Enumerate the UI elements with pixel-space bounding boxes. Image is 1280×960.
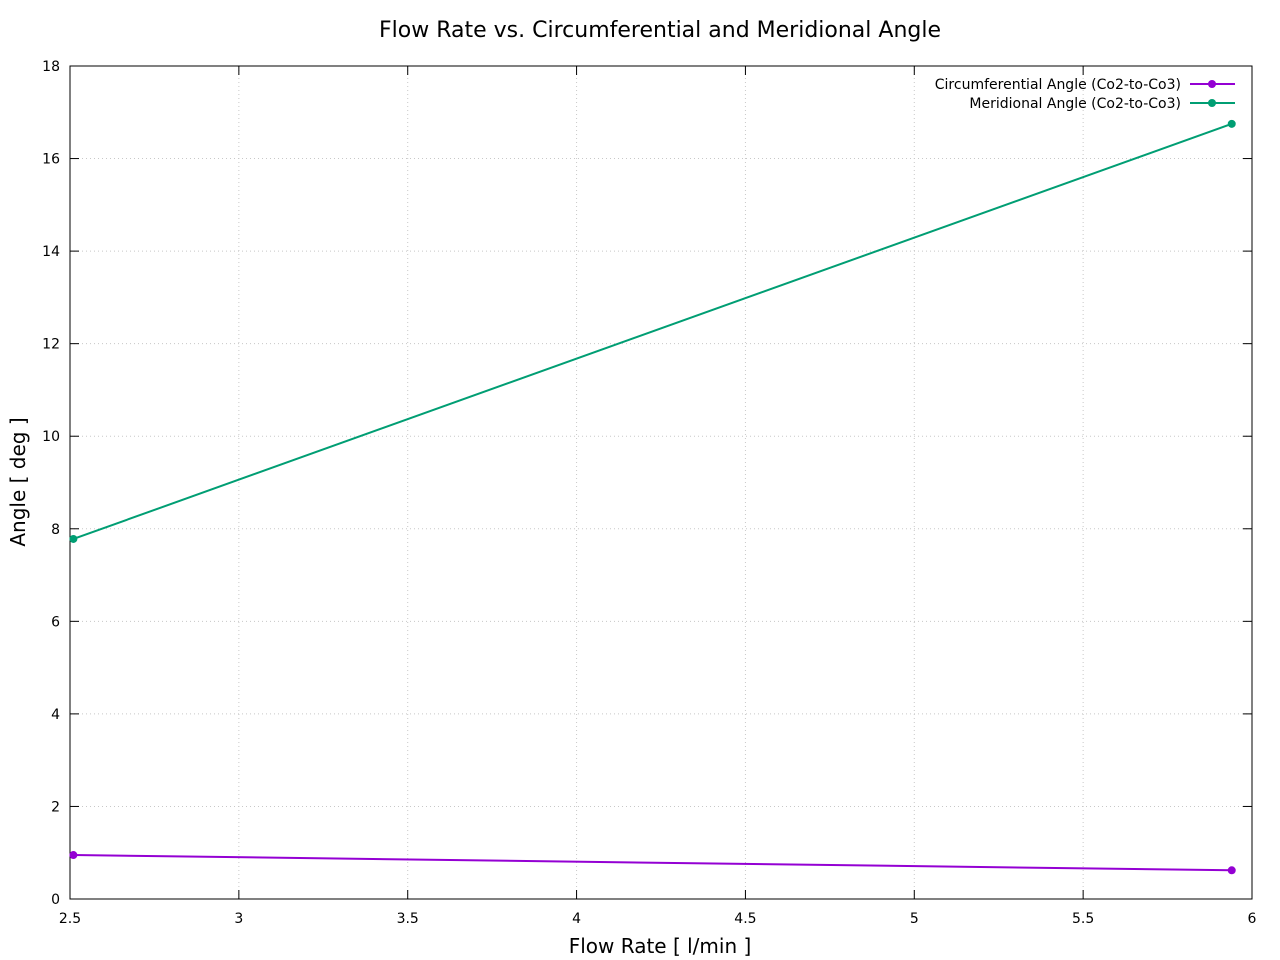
y-tick-label: 8 — [51, 522, 60, 538]
series-2-point — [69, 534, 78, 543]
x-tick-labels: 2.5 3 3.5 4 4.5 5 5.5 6 — [59, 911, 1257, 927]
series-2-point — [1227, 119, 1236, 128]
ticks — [69, 65, 1253, 900]
y-tick-label: 12 — [42, 337, 60, 353]
grid — [70, 66, 1252, 899]
x-tick-label: 6 — [1248, 911, 1257, 927]
x-tick-label: 5.5 — [1072, 911, 1094, 927]
x-tick-label: 4.5 — [734, 911, 756, 927]
y-tick-label: 6 — [51, 614, 60, 630]
legend-label-1: Circumferential Angle (Co2-to-Co3) — [935, 77, 1181, 93]
series-line-1 — [73, 854, 1232, 872]
chart-title: Flow Rate vs. Circumferential and Meridi… — [379, 18, 941, 43]
x-tick-label: 5 — [910, 911, 919, 927]
y-tick-labels: 0 2 4 6 8 10 12 14 16 18 — [42, 59, 60, 908]
y-tick-label: 14 — [42, 244, 60, 260]
legend-label-2: Meridional Angle (Co2-to-Co3) — [969, 96, 1181, 112]
x-tick-label: 3.5 — [397, 911, 419, 927]
y-tick-label: 16 — [42, 152, 60, 168]
legend-swatch-marker-1 — [1208, 80, 1216, 88]
y-tick-label: 10 — [42, 429, 60, 445]
x-axis-label: Flow Rate [ l/min ] — [569, 934, 752, 958]
y-tick-label: 18 — [42, 59, 60, 75]
plot-frame — [69, 65, 1253, 900]
series-line-2 — [73, 122, 1233, 540]
x-tick-label: 4 — [572, 911, 581, 927]
series — [69, 119, 1236, 875]
x-tick-label: 2.5 — [59, 911, 81, 927]
legend: Circumferential Angle (Co2-to-Co3) Meridi… — [935, 77, 1235, 112]
y-tick-label: 2 — [51, 799, 60, 815]
y-tick-label: 4 — [51, 707, 60, 723]
y-axis-label: Angle [ deg ] — [6, 417, 30, 546]
legend-swatch-marker-2 — [1208, 99, 1216, 107]
x-tick-label: 3 — [234, 911, 243, 927]
series-1-point — [69, 851, 78, 860]
series-1-point — [1227, 866, 1236, 875]
y-tick-label: 0 — [51, 892, 60, 908]
